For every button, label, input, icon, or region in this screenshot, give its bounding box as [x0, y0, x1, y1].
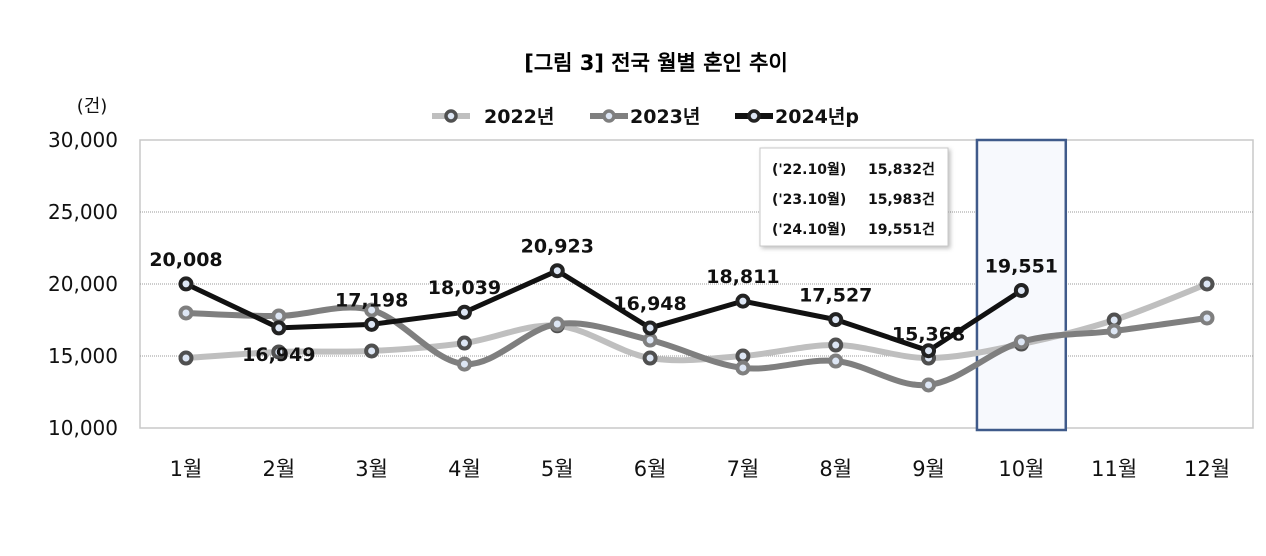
data-point	[364, 302, 380, 318]
annotation-period: ('24.10월)	[772, 221, 846, 238]
y-tick-label: 25,000	[48, 200, 118, 224]
data-point	[735, 348, 751, 364]
data-point	[271, 320, 287, 336]
data-label: 16,948	[613, 293, 686, 315]
series-line	[184, 268, 1023, 354]
x-tick-label: 1월	[170, 457, 203, 481]
annotation-value: 15,832건	[868, 161, 935, 178]
data-point	[1013, 282, 1029, 298]
data-label: 19,551	[985, 255, 1058, 277]
data-point	[549, 263, 565, 279]
x-tick-label: 6월	[634, 457, 667, 481]
data-point	[735, 360, 751, 376]
data-label: 17,198	[335, 289, 408, 311]
data-label: 18,811	[706, 266, 779, 288]
data-point	[1199, 310, 1215, 326]
data-point	[828, 337, 844, 353]
data-point	[642, 320, 658, 336]
legend-marker	[444, 109, 458, 123]
legend: 2022년 2023년 2024년p	[432, 106, 859, 128]
data-point	[456, 356, 472, 372]
x-tick-label: 9월	[912, 457, 945, 481]
data-point	[178, 305, 194, 321]
annotation-period: ('22.10월)	[772, 161, 846, 178]
x-tick-label: 10월	[998, 457, 1044, 481]
series-2024년p	[178, 263, 1029, 359]
annotation-value: 15,983건	[868, 191, 935, 208]
data-point	[642, 350, 658, 366]
x-tick-label: 7월	[727, 457, 760, 481]
data-point	[921, 343, 937, 359]
x-tick-label: 4월	[448, 457, 481, 481]
data-point	[921, 377, 937, 393]
data-point	[828, 353, 844, 369]
data-label: 15,368	[892, 324, 965, 346]
legend-marker	[602, 109, 616, 123]
data-label: 17,527	[799, 285, 872, 307]
legend-label: 2022년	[484, 106, 554, 128]
y-axis-label: (건)	[77, 96, 108, 117]
data-point	[549, 316, 565, 332]
data-label: 16,949	[242, 344, 315, 366]
x-tick-label: 12월	[1184, 457, 1230, 481]
legend-label: 2024년p	[775, 106, 859, 128]
y-tick-label: 20,000	[48, 272, 118, 296]
data-label: 20,008	[149, 249, 222, 271]
data-point	[271, 344, 287, 360]
data-point	[1199, 276, 1215, 292]
data-point	[828, 312, 844, 328]
data-point	[364, 343, 380, 359]
x-tick-label: 2월	[262, 457, 295, 481]
x-tick-label: 5월	[541, 457, 574, 481]
y-tick-label: 10,000	[48, 416, 118, 440]
data-point	[178, 276, 194, 292]
annotation-box: ('22.10월) 15,832건 ('23.10월) 15,983건 ('24.10월…	[759, 147, 949, 247]
annotation-period: ('23.10월)	[772, 191, 846, 208]
data-label: 18,039	[428, 277, 501, 299]
x-tick-label: 3월	[355, 457, 388, 481]
data-point	[1106, 323, 1122, 339]
legend-label: 2023년	[630, 106, 700, 128]
data-point	[364, 316, 380, 332]
chart-title: [그림 3] 전국 월별 혼인 추이	[524, 51, 788, 75]
data-label: 20,923	[521, 236, 594, 258]
data-point	[1013, 334, 1029, 350]
series-2023년	[178, 302, 1215, 393]
legend-marker	[747, 109, 761, 123]
x-tick-label: 8월	[819, 457, 852, 481]
y-tick-label: 15,000	[48, 344, 118, 368]
y-tick-label: 30,000	[48, 128, 118, 152]
data-point	[735, 293, 751, 309]
x-tick-label: 11월	[1091, 457, 1137, 481]
data-point	[456, 304, 472, 320]
data-point	[271, 308, 287, 324]
data-point	[456, 335, 472, 351]
annotation-value: 19,551건	[868, 221, 935, 238]
data-point	[642, 332, 658, 348]
data-point	[178, 350, 194, 366]
